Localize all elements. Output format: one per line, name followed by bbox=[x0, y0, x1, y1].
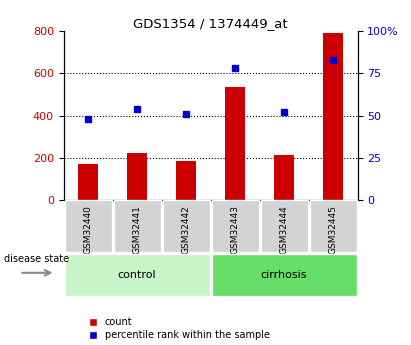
Legend: count, percentile rank within the sample: count, percentile rank within the sample bbox=[89, 317, 270, 340]
Bar bbox=[79, 164, 98, 200]
Text: GSM32441: GSM32441 bbox=[133, 205, 142, 254]
Bar bbox=[212, 254, 357, 296]
Text: GSM32444: GSM32444 bbox=[279, 205, 289, 254]
Title: GDS1354 / 1374449_at: GDS1354 / 1374449_at bbox=[133, 17, 288, 30]
Bar bbox=[309, 200, 357, 252]
Bar bbox=[261, 200, 307, 252]
Text: GSM32442: GSM32442 bbox=[182, 205, 191, 254]
Bar bbox=[176, 161, 196, 200]
Bar bbox=[225, 87, 245, 200]
Bar bbox=[323, 33, 343, 200]
Text: GSM32440: GSM32440 bbox=[84, 205, 93, 254]
Bar bbox=[65, 200, 112, 252]
Bar bbox=[274, 155, 294, 200]
Bar bbox=[212, 200, 259, 252]
Text: disease state: disease state bbox=[4, 254, 69, 264]
Text: cirrhosis: cirrhosis bbox=[261, 270, 307, 280]
Text: GSM32443: GSM32443 bbox=[231, 205, 240, 254]
Bar bbox=[163, 200, 210, 252]
Text: GSM32445: GSM32445 bbox=[328, 205, 337, 254]
Bar bbox=[114, 200, 161, 252]
Text: control: control bbox=[118, 270, 157, 280]
Bar bbox=[65, 254, 210, 296]
Bar bbox=[127, 153, 147, 200]
